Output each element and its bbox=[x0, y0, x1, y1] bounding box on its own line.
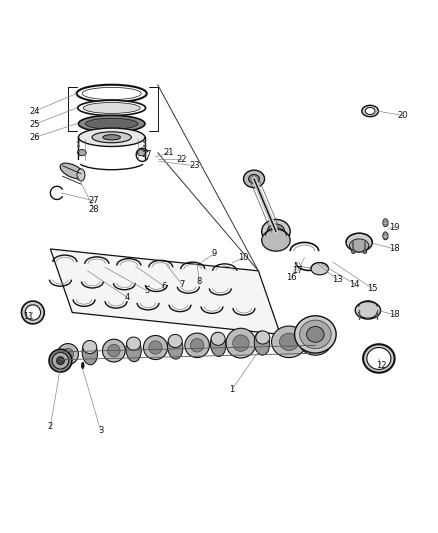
Ellipse shape bbox=[244, 170, 265, 188]
Ellipse shape bbox=[363, 249, 367, 254]
Ellipse shape bbox=[300, 320, 331, 349]
Ellipse shape bbox=[25, 305, 40, 320]
Text: 24: 24 bbox=[30, 107, 40, 116]
Ellipse shape bbox=[127, 337, 141, 350]
Ellipse shape bbox=[355, 302, 381, 319]
Ellipse shape bbox=[191, 338, 204, 352]
Ellipse shape bbox=[60, 163, 85, 179]
Text: 7: 7 bbox=[179, 279, 184, 288]
Ellipse shape bbox=[272, 326, 307, 358]
Text: 17: 17 bbox=[293, 266, 303, 276]
Ellipse shape bbox=[85, 118, 138, 129]
Text: 21: 21 bbox=[163, 148, 174, 157]
Ellipse shape bbox=[92, 132, 131, 143]
Text: 10: 10 bbox=[238, 253, 248, 262]
Ellipse shape bbox=[254, 331, 270, 355]
Ellipse shape bbox=[103, 135, 120, 140]
Ellipse shape bbox=[49, 349, 72, 372]
Ellipse shape bbox=[261, 220, 290, 244]
Ellipse shape bbox=[249, 174, 259, 183]
Ellipse shape bbox=[299, 327, 332, 355]
Ellipse shape bbox=[350, 239, 369, 252]
Ellipse shape bbox=[108, 344, 120, 357]
Text: 2: 2 bbox=[48, 422, 53, 431]
Ellipse shape bbox=[78, 115, 145, 132]
Ellipse shape bbox=[143, 335, 167, 360]
Ellipse shape bbox=[82, 341, 98, 365]
Ellipse shape bbox=[102, 339, 125, 362]
Text: 26: 26 bbox=[30, 133, 40, 142]
Text: 20: 20 bbox=[398, 111, 408, 120]
Ellipse shape bbox=[226, 328, 256, 358]
Ellipse shape bbox=[307, 327, 324, 342]
Text: 13: 13 bbox=[332, 275, 343, 284]
Text: 3: 3 bbox=[98, 426, 103, 435]
Ellipse shape bbox=[279, 333, 299, 351]
Text: 28: 28 bbox=[89, 205, 99, 214]
Ellipse shape bbox=[365, 108, 375, 115]
Ellipse shape bbox=[78, 128, 145, 147]
Ellipse shape bbox=[82, 87, 141, 100]
Ellipse shape bbox=[261, 229, 290, 251]
Ellipse shape bbox=[62, 349, 74, 360]
Ellipse shape bbox=[363, 344, 395, 373]
Ellipse shape bbox=[367, 348, 391, 369]
Ellipse shape bbox=[52, 352, 69, 369]
Text: 27: 27 bbox=[141, 150, 152, 159]
Ellipse shape bbox=[294, 316, 336, 353]
Ellipse shape bbox=[167, 335, 183, 359]
Ellipse shape bbox=[126, 338, 141, 362]
Ellipse shape bbox=[362, 106, 378, 117]
Ellipse shape bbox=[256, 331, 270, 344]
Text: 19: 19 bbox=[389, 223, 399, 231]
Text: 4: 4 bbox=[124, 293, 130, 302]
Text: 9: 9 bbox=[212, 249, 217, 258]
Ellipse shape bbox=[168, 334, 182, 348]
Ellipse shape bbox=[311, 263, 328, 275]
Text: 16: 16 bbox=[286, 273, 297, 282]
Ellipse shape bbox=[21, 301, 44, 324]
Ellipse shape bbox=[83, 102, 140, 114]
Ellipse shape bbox=[149, 341, 162, 354]
Text: 22: 22 bbox=[177, 155, 187, 164]
Ellipse shape bbox=[383, 219, 388, 227]
Ellipse shape bbox=[77, 85, 147, 102]
Ellipse shape bbox=[57, 357, 64, 365]
Text: 27: 27 bbox=[89, 196, 99, 205]
Ellipse shape bbox=[210, 333, 226, 357]
Ellipse shape bbox=[137, 150, 146, 156]
Ellipse shape bbox=[57, 344, 78, 365]
Text: 11: 11 bbox=[23, 312, 34, 321]
Ellipse shape bbox=[77, 169, 85, 181]
Text: 8: 8 bbox=[197, 277, 202, 286]
Text: 18: 18 bbox=[389, 245, 399, 254]
Ellipse shape bbox=[185, 333, 209, 358]
Ellipse shape bbox=[78, 150, 86, 156]
Text: 18: 18 bbox=[389, 310, 399, 319]
Text: 14: 14 bbox=[350, 279, 360, 288]
Ellipse shape bbox=[306, 333, 325, 349]
Ellipse shape bbox=[383, 232, 388, 240]
Text: 12: 12 bbox=[376, 360, 386, 369]
Ellipse shape bbox=[267, 224, 285, 239]
Text: 23: 23 bbox=[190, 161, 200, 170]
Ellipse shape bbox=[81, 362, 84, 368]
Text: 1: 1 bbox=[230, 385, 235, 394]
Ellipse shape bbox=[346, 233, 372, 252]
Text: 15: 15 bbox=[367, 284, 378, 293]
Ellipse shape bbox=[233, 335, 249, 351]
Ellipse shape bbox=[211, 332, 225, 345]
Text: 5: 5 bbox=[144, 286, 149, 295]
Polygon shape bbox=[50, 249, 280, 334]
Ellipse shape bbox=[78, 100, 145, 116]
Text: 6: 6 bbox=[162, 282, 167, 290]
Text: 25: 25 bbox=[30, 119, 40, 128]
Ellipse shape bbox=[83, 341, 97, 354]
Ellipse shape bbox=[351, 249, 356, 254]
